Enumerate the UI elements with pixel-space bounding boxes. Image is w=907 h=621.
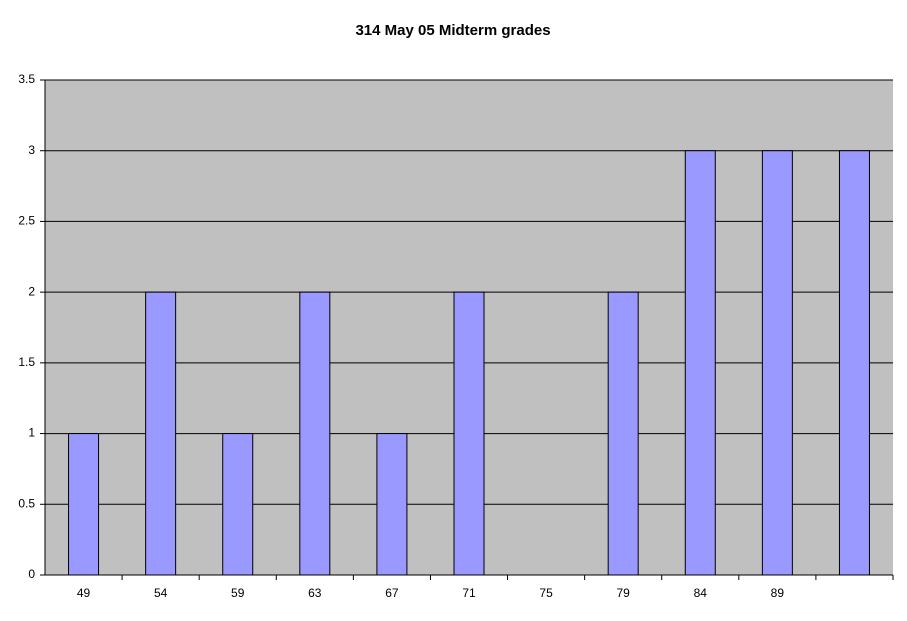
- bar: [145, 291, 177, 576]
- chart-title: 314 May 05 Midterm grades: [355, 22, 550, 39]
- x-tick-label: 84: [694, 586, 708, 600]
- bar: [299, 291, 331, 576]
- bar: [453, 291, 485, 576]
- y-tick-label: 2: [28, 284, 35, 298]
- x-tick-label: 79: [617, 586, 631, 600]
- bar: [68, 433, 100, 576]
- bar: [761, 150, 793, 576]
- x-tick-label: 54: [154, 586, 168, 600]
- y-tick-label: 2.5: [18, 214, 35, 228]
- y-tick-label: 1.5: [18, 355, 35, 369]
- bar: [838, 150, 870, 576]
- y-tick-label: 0: [28, 567, 35, 581]
- x-tick-label: 89: [771, 586, 785, 600]
- x-tick-label: 75: [539, 586, 553, 600]
- y-tick-label: 3: [28, 143, 35, 157]
- bar: [684, 150, 716, 576]
- x-tick-label: 67: [385, 586, 399, 600]
- x-tick-label: 71: [462, 586, 476, 600]
- y-tick-label: 0.5: [18, 496, 35, 510]
- x-tick-label: 63: [308, 586, 322, 600]
- bar: [222, 433, 254, 576]
- x-tick-label: 49: [77, 586, 91, 600]
- y-tick-label: 3.5: [18, 72, 35, 86]
- x-tick-label: 59: [231, 586, 245, 600]
- bar: [607, 291, 639, 576]
- y-tick-label: 1: [28, 426, 35, 440]
- bar: [376, 433, 408, 576]
